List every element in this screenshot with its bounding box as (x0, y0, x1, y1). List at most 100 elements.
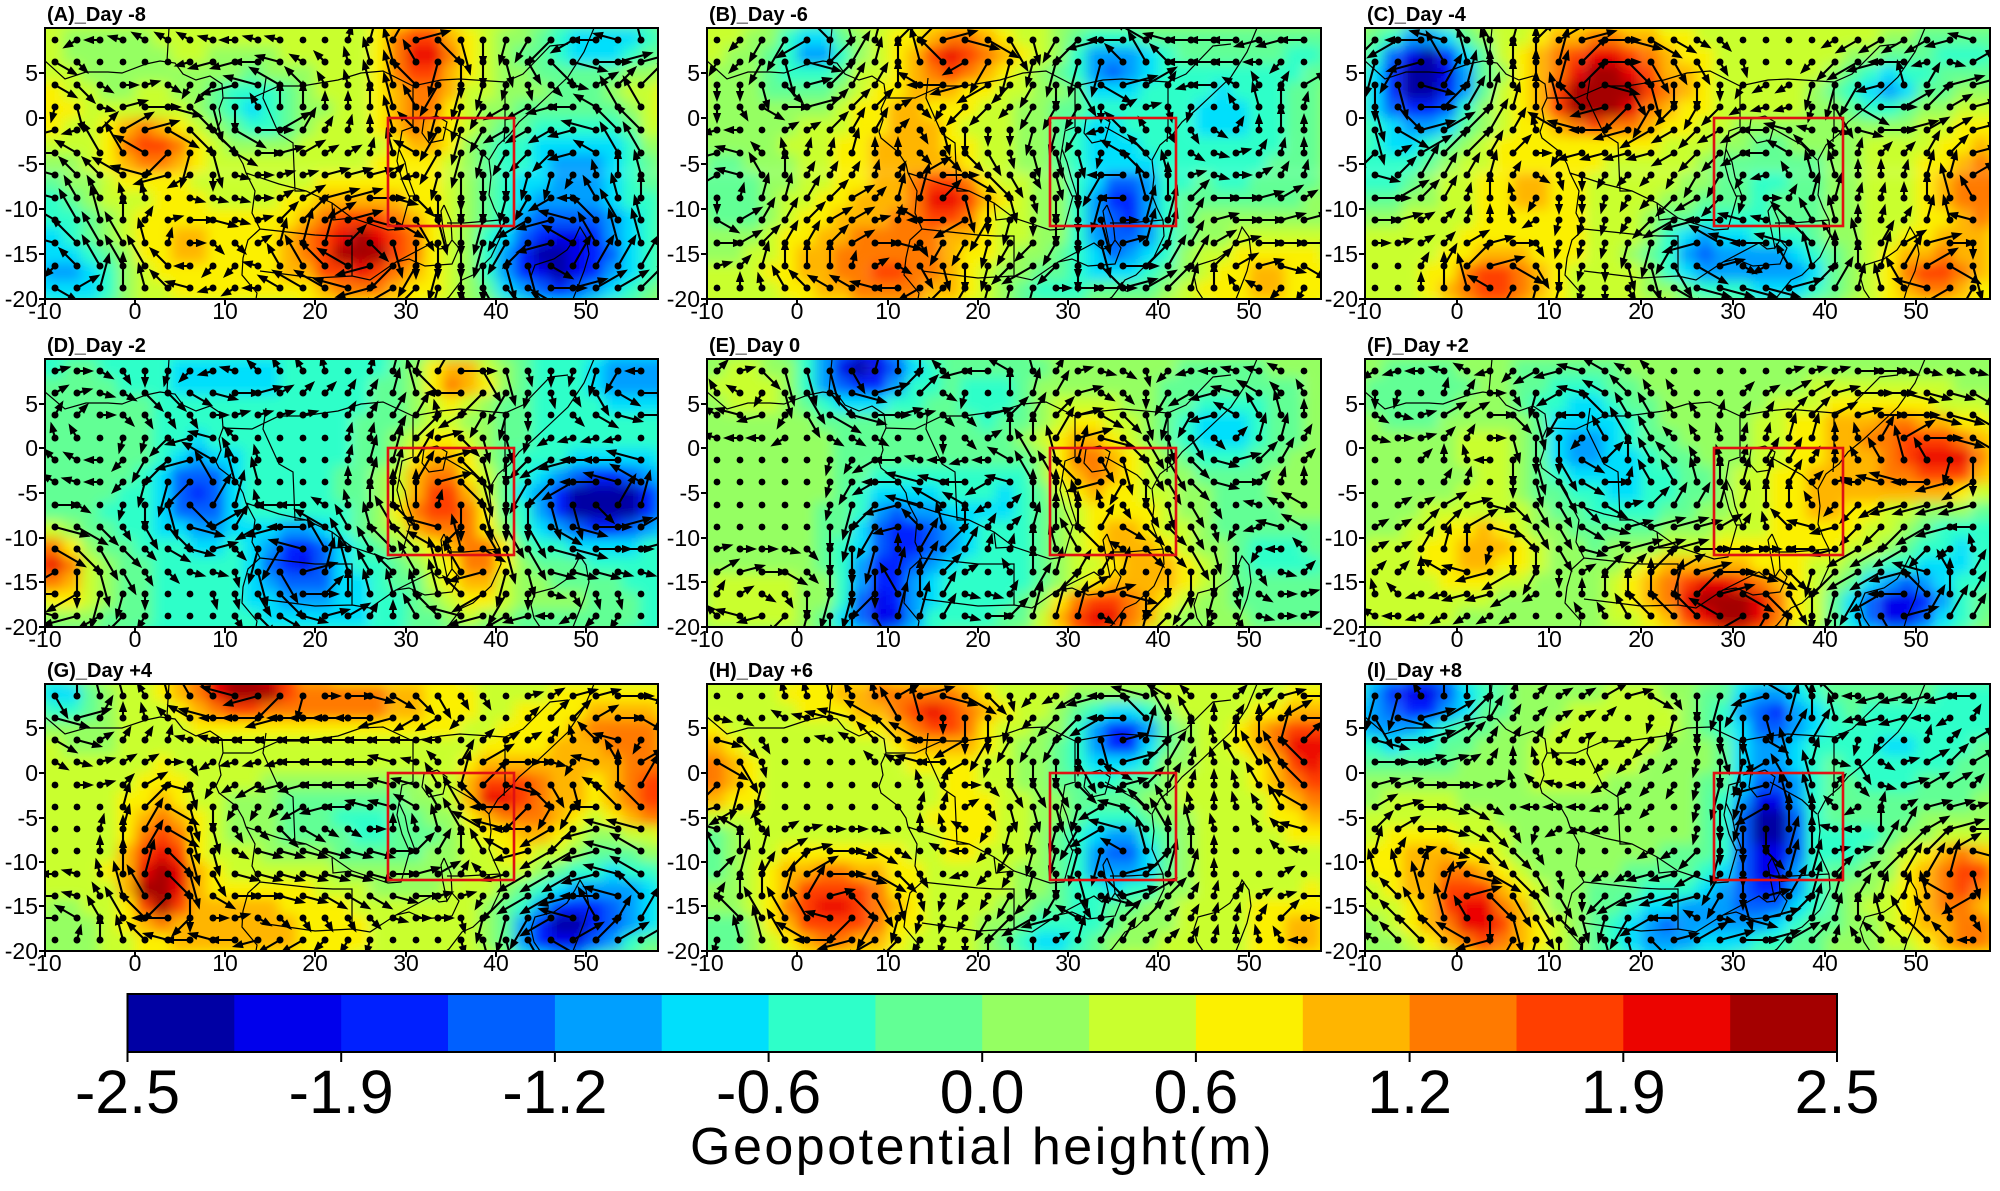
svg-text:30: 30 (1720, 626, 1746, 652)
svg-text:0: 0 (791, 298, 804, 324)
svg-text:0: 0 (791, 626, 804, 652)
svg-text:-20: -20 (5, 938, 38, 964)
svg-text:-0.6: -0.6 (716, 1058, 821, 1126)
svg-text:0: 0 (687, 760, 700, 786)
svg-text:0: 0 (129, 298, 142, 324)
svg-text:40: 40 (1145, 298, 1171, 324)
svg-text:-10: -10 (1348, 298, 1381, 324)
svg-text:5: 5 (1345, 391, 1358, 417)
svg-text:-20: -20 (5, 286, 38, 312)
svg-text:Geopotential height(m): Geopotential height(m) (690, 1118, 1274, 1176)
svg-text:-15: -15 (667, 241, 700, 267)
svg-text:-20: -20 (667, 286, 700, 312)
svg-text:-20: -20 (667, 614, 700, 640)
svg-text:-10: -10 (28, 298, 61, 324)
svg-text:0: 0 (1345, 435, 1358, 461)
svg-text:-2.5: -2.5 (75, 1058, 180, 1126)
svg-text:5: 5 (25, 391, 38, 417)
svg-text:20: 20 (302, 950, 328, 976)
svg-text:30: 30 (393, 950, 419, 976)
svg-text:-10: -10 (28, 950, 61, 976)
svg-text:-10: -10 (667, 525, 700, 551)
svg-text:2.5: 2.5 (1795, 1058, 1880, 1126)
svg-text:-5: -5 (680, 480, 700, 506)
svg-text:50: 50 (1903, 950, 1929, 976)
svg-text:-5: -5 (1338, 151, 1358, 177)
svg-text:50: 50 (1903, 626, 1929, 652)
svg-text:5: 5 (25, 60, 38, 86)
svg-text:-15: -15 (1325, 893, 1358, 919)
svg-text:5: 5 (25, 715, 38, 741)
svg-text:0.0: 0.0 (940, 1058, 1025, 1126)
svg-text:(D)_Day -2: (D)_Day -2 (47, 335, 146, 357)
svg-text:40: 40 (1145, 626, 1171, 652)
svg-text:(F)_Day +2: (F)_Day +2 (1367, 335, 1469, 357)
svg-text:0: 0 (687, 105, 700, 131)
svg-text:1.9: 1.9 (1581, 1058, 1666, 1126)
svg-text:-10: -10 (667, 196, 700, 222)
svg-text:5: 5 (687, 715, 700, 741)
svg-text:-10: -10 (690, 950, 723, 976)
svg-text:-10: -10 (1325, 196, 1358, 222)
svg-text:-5: -5 (1338, 805, 1358, 831)
svg-text:-15: -15 (5, 569, 38, 595)
svg-text:-10: -10 (1325, 849, 1358, 875)
svg-text:50: 50 (573, 298, 599, 324)
svg-text:5: 5 (1345, 60, 1358, 86)
svg-text:0: 0 (791, 950, 804, 976)
svg-text:10: 10 (1536, 950, 1562, 976)
svg-text:-5: -5 (1338, 480, 1358, 506)
svg-text:-5: -5 (18, 151, 38, 177)
svg-text:20: 20 (302, 626, 328, 652)
svg-text:30: 30 (1055, 298, 1081, 324)
svg-text:10: 10 (875, 950, 901, 976)
svg-text:50: 50 (1236, 298, 1262, 324)
svg-text:0: 0 (25, 105, 38, 131)
svg-text:40: 40 (483, 298, 509, 324)
svg-text:0: 0 (25, 435, 38, 461)
svg-text:40: 40 (483, 626, 509, 652)
svg-text:0: 0 (25, 760, 38, 786)
svg-text:5: 5 (687, 391, 700, 417)
svg-text:50: 50 (573, 950, 599, 976)
svg-text:0: 0 (687, 435, 700, 461)
svg-text:-10: -10 (1325, 525, 1358, 551)
svg-text:20: 20 (1628, 298, 1654, 324)
svg-text:50: 50 (1236, 950, 1262, 976)
svg-text:0.6: 0.6 (1153, 1058, 1238, 1126)
svg-text:-20: -20 (667, 938, 700, 964)
svg-text:40: 40 (1145, 950, 1171, 976)
svg-text:-15: -15 (5, 241, 38, 267)
svg-text:-10: -10 (1348, 950, 1381, 976)
svg-text:0: 0 (129, 626, 142, 652)
svg-text:-10: -10 (690, 626, 723, 652)
svg-text:20: 20 (965, 950, 991, 976)
svg-text:-15: -15 (667, 569, 700, 595)
svg-text:20: 20 (1628, 626, 1654, 652)
svg-text:10: 10 (212, 626, 238, 652)
svg-text:20: 20 (302, 298, 328, 324)
svg-text:-5: -5 (18, 805, 38, 831)
svg-text:(A)_Day -8: (A)_Day -8 (47, 4, 146, 26)
svg-text:-10: -10 (5, 196, 38, 222)
svg-text:(H)_Day +6: (H)_Day +6 (709, 660, 813, 682)
svg-text:-10: -10 (690, 298, 723, 324)
svg-text:10: 10 (212, 298, 238, 324)
svg-text:0: 0 (1451, 626, 1464, 652)
svg-text:30: 30 (393, 626, 419, 652)
svg-text:5: 5 (687, 60, 700, 86)
svg-text:-20: -20 (1325, 286, 1358, 312)
svg-text:0: 0 (1345, 105, 1358, 131)
svg-text:1.2: 1.2 (1367, 1058, 1452, 1126)
svg-text:40: 40 (1812, 298, 1838, 324)
svg-text:30: 30 (1055, 626, 1081, 652)
svg-text:-10: -10 (667, 849, 700, 875)
svg-text:0: 0 (1451, 950, 1464, 976)
svg-text:-20: -20 (5, 614, 38, 640)
svg-text:5: 5 (1345, 715, 1358, 741)
svg-text:-15: -15 (5, 893, 38, 919)
svg-text:-1.2: -1.2 (502, 1058, 607, 1126)
svg-text:50: 50 (573, 626, 599, 652)
svg-text:(B)_Day -6: (B)_Day -6 (709, 4, 808, 26)
svg-text:(C)_Day -4: (C)_Day -4 (1367, 4, 1467, 26)
